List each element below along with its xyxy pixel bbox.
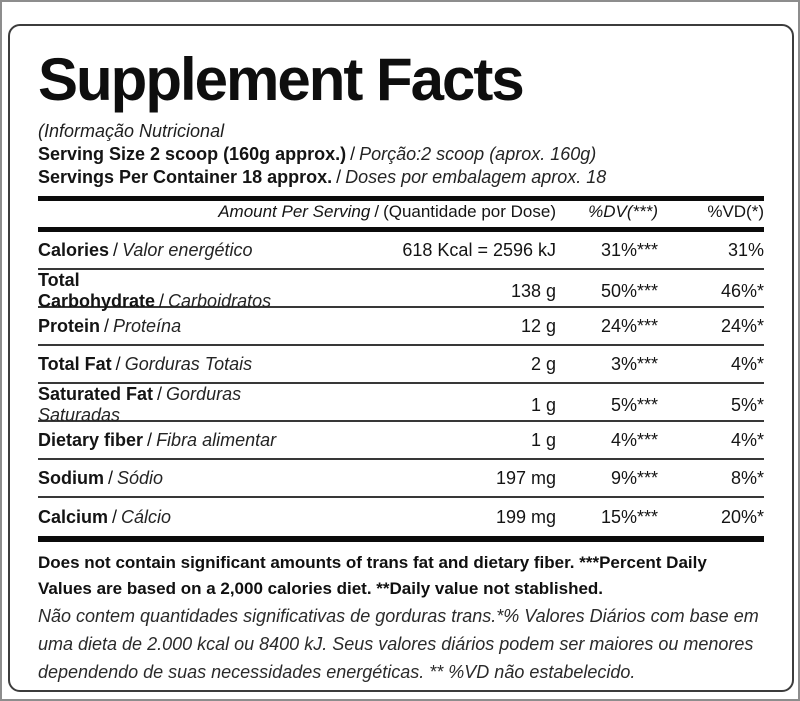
separator-slash: / (113, 239, 119, 260)
footnotes: Does not contain significant amounts of … (38, 550, 764, 686)
nutrient-amount: 2 g (530, 353, 556, 374)
divider-thick-top (38, 196, 764, 201)
nutrient-name: Total Carbohydrate / Carboidratos (38, 270, 316, 312)
subtitle-informacao-nutricional: (Informação Nutricional (38, 121, 225, 141)
separator-slash: / (147, 429, 153, 450)
header-dv: %DV(***) (588, 202, 658, 221)
nutrient-name-pt: Valor energético (122, 239, 253, 260)
header-amount-pt: (Quantidade por Dose) (383, 202, 556, 221)
nutrient-dv: 5%*** (610, 394, 658, 415)
separator-slash: / (112, 506, 118, 527)
nutrient-name-en: Dietary fiber (38, 429, 144, 450)
nutrient-name-pt: Gorduras Totais (124, 353, 253, 374)
nutrient-vd: 20%* (720, 506, 764, 527)
nutrient-name: Calories / Valor energético (38, 240, 316, 261)
header-vd: %VD(*) (707, 202, 764, 221)
footnote-english: Does not contain significant amounts of … (38, 553, 707, 598)
nutrient-amount: 1 g (530, 429, 556, 450)
nutrient-vd: 24%* (720, 315, 764, 336)
header-amount-per-serving: Amount Per Serving / (Quantidade por Dose) (38, 202, 556, 222)
nutrient-name: Calcium / Cálcio (38, 507, 316, 528)
table-row-calories: Calories / Valor energético 618 Kcal = 259… (38, 232, 764, 270)
nutrient-amount: 12 g (520, 315, 556, 336)
serving-size-pt: Porção:2 scoop (aprox. 160g) (359, 144, 597, 164)
divider-thick-bottom (38, 536, 764, 542)
nutrient-name: Sodium / Sódio (38, 468, 316, 489)
separator-slash: / (336, 167, 342, 187)
nutrient-dv: 4%*** (610, 429, 658, 450)
nutrient-name-en: Total Carbohydrate (38, 270, 156, 311)
nutrient-name: Total Fat / Gorduras Totais (38, 354, 316, 375)
separator-slash: / (374, 202, 380, 221)
serving-size-en: Serving Size 2 scoop (160g approx.) (38, 144, 347, 164)
nutrient-name: Protein / Proteína (38, 316, 316, 337)
separator-slash: / (159, 291, 165, 311)
nutrient-vd: 4%* (730, 429, 764, 450)
table-row-total-fat: Total Fat / Gorduras Totais 2 g 3%*** 4%* (38, 346, 764, 384)
servings-per-container-en: Servings Per Container 18 approx. (38, 167, 333, 187)
nutrient-name-en: Calories (38, 239, 110, 260)
table-row-saturated-fat: Saturated Fat / Gorduras Saturadas 1 g 5%*… (38, 384, 764, 425)
header-amount-en: Amount Per Serving (218, 202, 371, 221)
footnote-portuguese: Não contem quantidades significativas de… (38, 606, 759, 682)
nutrient-name-en: Sodium (38, 467, 104, 488)
nutrient-name-pt: Carboidratos (168, 291, 272, 311)
nutrient-dv: 3%*** (610, 353, 658, 374)
nutrient-name-en: Protein (38, 315, 101, 336)
table-row-protein: Protein / Proteína 12 g 24%*** 24%* (38, 308, 764, 346)
table-row-dietary-fiber: Dietary fiber / Fibra alimentar 1 g 4%*** … (38, 422, 764, 460)
nutrient-amount: 1 g (530, 394, 556, 415)
nutrient-name-pt: Gorduras Saturadas (38, 384, 242, 425)
supplement-facts-panel: Supplement Facts (Informação Nutricional… (8, 24, 794, 692)
nutrient-dv: 9%*** (610, 467, 658, 488)
nutrient-name-en: Saturated Fat (38, 384, 154, 404)
nutrient-name-pt: Proteína (113, 315, 182, 336)
separator-slash: / (108, 467, 114, 488)
nutrient-name-en: Calcium (38, 506, 109, 527)
nutrient-amount: 199 mg (495, 506, 556, 527)
nutrient-dv: 50%*** (600, 280, 658, 301)
table-row-sodium: Sodium / Sódio 197 mg 9%*** 8%* (38, 460, 764, 498)
nutrient-dv: 31%*** (600, 239, 658, 260)
page-title: Supplement Facts (38, 46, 525, 113)
nutrient-amount: 138 g (510, 280, 556, 301)
table-row-calcium: Calcium / Cálcio 199 mg 15%*** 20%* (38, 498, 764, 536)
servings-per-container-line: Servings Per Container 18 approx. / Doses … (38, 166, 764, 189)
serving-size-line: Serving Size 2 scoop (160g approx.) / Porç… (38, 143, 764, 166)
nutrient-name-en: Total Fat (38, 353, 112, 374)
table-header-row: Amount Per Serving / (Quantidade por Dose)… (38, 201, 764, 232)
table-row-total-carbohydrate: Total Carbohydrate / Carboidratos 138 g 50… (38, 270, 764, 311)
separator-slash: / (104, 315, 110, 336)
servings-per-container-pt: Doses por embalagem aprox. 18 (345, 167, 607, 187)
nutrient-vd: 46%* (720, 280, 764, 301)
separator-slash: / (350, 144, 356, 164)
nutrient-name-pt: Sódio (117, 467, 164, 488)
nutrient-vd: 8%* (730, 467, 764, 488)
nutrient-amount: 618 Kcal = 2596 kJ (402, 239, 556, 260)
nutrient-dv: 15%*** (600, 506, 658, 527)
separator-slash: / (157, 384, 163, 404)
nutrient-name: Saturated Fat / Gorduras Saturadas (38, 384, 316, 426)
nutrient-amount: 197 mg (495, 467, 556, 488)
nutrient-vd: 31% (727, 239, 764, 260)
nutrient-name: Dietary fiber / Fibra alimentar (38, 430, 316, 451)
separator-slash: / (115, 353, 121, 374)
nutrient-dv: 24%*** (600, 315, 658, 336)
nutrient-name-pt: Cálcio (121, 506, 172, 527)
nutrient-name-pt: Fibra alimentar (156, 429, 277, 450)
nutrient-vd: 4%* (730, 353, 764, 374)
nutrient-vd: 5%* (730, 394, 764, 415)
